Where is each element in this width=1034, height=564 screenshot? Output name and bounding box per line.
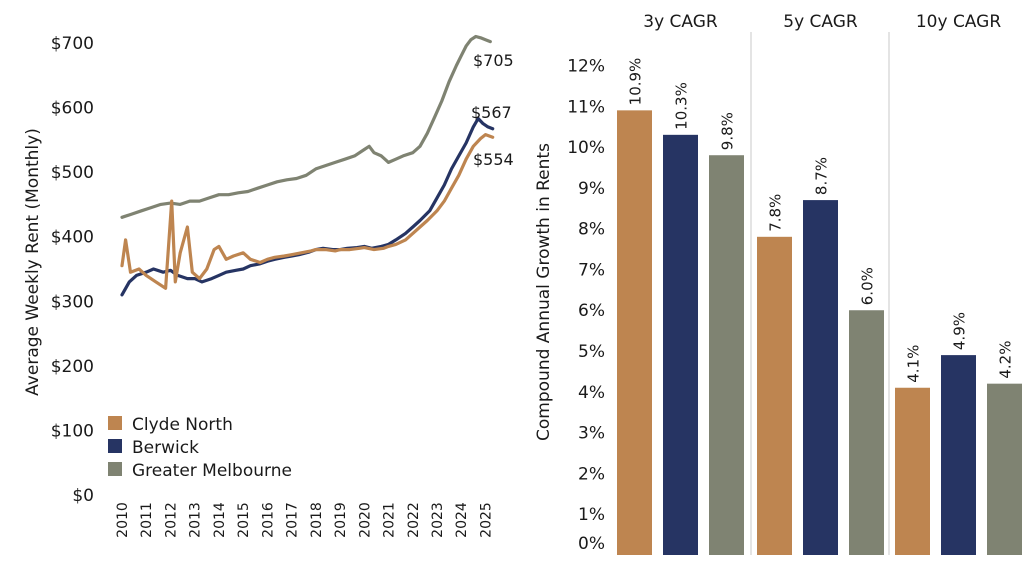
bar-value-label: 9.8% [719,112,737,150]
line-y-tick-label: $400 [51,228,94,248]
line-x-tick-label: 2010 [115,502,131,538]
legend-label-clyde-north: Clyde North [132,415,233,435]
bar-greater-melbourne-3y-cagr [709,155,744,555]
line-x-tick-label: 2018 [309,502,325,538]
bar-value-label: 4.1% [905,345,923,383]
line-x-tick-label: 2019 [333,502,349,538]
line-x-tick-label: 2022 [406,502,422,538]
bar-y-tick-label: 0% [578,534,605,554]
bar-berwick-3y-cagr [663,134,698,556]
legend-swatch-clyde-north [108,416,122,430]
bar-y-tick-label: 11% [567,97,605,117]
category-header-10y-cagr: 10y CAGR [916,12,1001,32]
bar-y-axis-title: Compound Annual Growth in Rents [534,143,554,441]
category-header-5y-cagr: 5y CAGR [783,12,858,32]
line-x-tick-label: 2012 [163,502,179,538]
bar-y-tick-label: 10% [567,138,605,158]
line-x-tick-label: 2015 [236,502,252,538]
bar-clyde-north-3y-cagr [617,110,652,555]
end-value-label-berwick: $567 [471,103,512,122]
legend-swatch-berwick [108,439,122,453]
bar-y-tick-label: 1% [578,505,605,525]
bar-y-tick-label: 7% [578,260,605,280]
bar-clyde-north-10y-cagr [895,387,930,555]
bar-y-tick-label: 2% [578,464,605,484]
line-y-tick-label: $200 [51,357,94,377]
line-x-tick-label: 2020 [357,502,373,538]
line-y-tick-label: $300 [51,292,94,312]
bar-y-tick-label: 6% [578,301,605,321]
line-x-tick-label: 2011 [139,502,155,538]
bar-y-tick-label: 4% [578,383,605,403]
bar-value-label: 7.8% [767,194,785,232]
line-x-tick-label: 2016 [260,502,276,538]
bar-berwick-10y-cagr [941,355,976,555]
line-x-tick-label: 2014 [212,502,228,538]
line-y-tick-label: $100 [51,421,94,441]
bar-clyde-north-5y-cagr [757,236,792,556]
bar-y-tick-label: 12% [567,56,605,76]
line-y-axis-title: Average Weekly Rent (Monthly) [23,128,43,396]
legend-label-greater-melbourne: Greater Melbourne [132,461,292,481]
bar-y-tick-label: 9% [578,179,605,199]
line-x-tick-label: 2024 [454,502,470,538]
line-x-tick-label: 2021 [382,502,398,538]
bar-value-label: 4.2% [997,341,1015,379]
bar-y-tick-label: 5% [578,342,605,362]
bar-berwick-5y-cagr [803,200,838,555]
bar-greater-melbourne-5y-cagr [849,310,884,555]
legend-swatch-greater-melbourne [108,462,122,476]
category-header-3y-cagr: 3y CAGR [643,12,718,32]
line-y-tick-label: $500 [51,163,94,183]
line-y-tick-label: $0 [72,486,94,506]
line-series-greater-melbourne [120,34,492,219]
legend-label-berwick: Berwick [132,438,199,458]
line-y-tick-label: $600 [51,99,94,119]
bar-greater-melbourne-10y-cagr [987,383,1022,555]
end-value-label-clyde-north: $554 [473,150,514,169]
bar-y-tick-label: 3% [578,424,605,444]
line-chart-rent-history: Average Weekly Rent (Monthly) $0 $100 $200 $… [23,34,514,538]
line-x-tick-label: 2025 [478,502,494,538]
line-x-tick-label: 2017 [285,502,301,538]
bar-value-label: 4.9% [951,312,969,350]
line-x-tick-label: 2013 [188,502,204,538]
bar-value-label: 10.3% [673,82,691,130]
line-x-tick-label: 2023 [430,502,446,538]
bar-chart-cagr: Compound Annual Growth in Rents 0% 1% 2% 3% 4… [534,12,1022,556]
bar-y-tick-label: 8% [578,220,605,240]
line-y-tick-label: $700 [51,34,94,54]
bar-value-label: 10.9% [627,58,645,106]
bar-value-label: 8.7% [813,157,831,195]
end-value-label-greater-melbourne: $705 [473,51,514,70]
line-series-clyde-north [120,133,495,290]
bar-value-label: 6.0% [859,267,877,305]
